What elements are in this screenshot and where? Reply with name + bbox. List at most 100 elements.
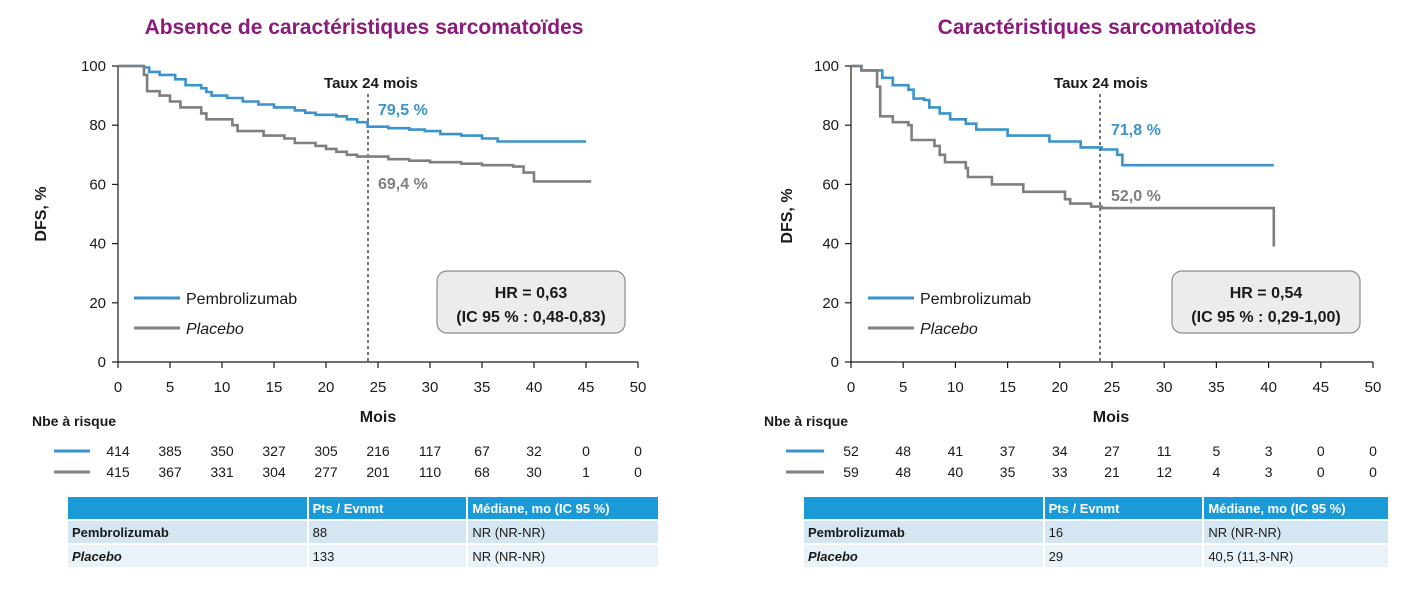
summary-table: Pts / Evnmt Médiane, mo (IC 95 %) Pembro… [804,497,1390,567]
risk-value: 12 [1156,464,1172,480]
risk-value: 35 [1000,464,1016,480]
risk-value: 0 [634,464,642,480]
hr-box-frame [436,270,626,334]
legend-label-placebo: Placebo [186,321,244,338]
risk-value: 304 [262,464,286,480]
x-tick-label: 20 [1051,379,1068,396]
x-tick-label: 35 [1208,379,1225,396]
summary-cell-events: 133 [307,543,469,567]
summary-header-median: Médiane, mo (IC 95 %) [1203,497,1390,520]
risk-rows: 414 385 350 327 305 216 117 67 32 0 0 415 367 331 304 2… [106,443,642,480]
risk-value: 385 [158,443,182,459]
risk-value: 59 [843,464,859,480]
x-tick-label: 0 [114,379,122,396]
panel-no-sarcomatoid: Absence de caractéristiques sarcomatoïde… [32,16,660,567]
risk-value: 327 [262,443,286,459]
y-tick-label: 0 [831,354,839,371]
placebo-rate-label: 69,4 % [378,176,428,193]
hr-box: HR = 0,54 (IC 95 % : 0,29-1,00) [1171,270,1361,334]
x-tick-label: 45 [578,379,595,396]
risk-value: 367 [158,464,182,480]
y-tick-label: 60 [89,176,106,193]
x-ticks: 0 5 10 15 20 25 30 35 40 45 50 [847,362,1382,396]
summary-header-group [804,497,1045,520]
legend: Pembrolizumab Placebo [868,291,1031,338]
risk-value: 52 [843,443,859,459]
risk-value: 5 [1213,443,1221,459]
panel-sarcomatoid: Caractéristiques sarcomatoïdes 0 5 10 15 20 2… [708,0,1416,600]
risk-value: 216 [366,443,390,459]
landmark-label: Taux 24 mois [1054,75,1148,92]
risk-value: 277 [314,464,338,480]
summary-header-events: Pts / Evnmt [1043,497,1205,520]
y-tick-label: 40 [89,236,106,253]
x-tick-label: 25 [1104,379,1121,396]
y-tick-label: 80 [822,117,839,134]
risk-value: 32 [526,443,542,459]
risk-value: 21 [1104,464,1120,480]
summary-header-row: Pts / Evnmt Médiane, mo (IC 95 %) [68,497,660,520]
summary-row-pembrolizumab: Pembrolizumab 88 NR (NR-NR) [68,519,660,544]
summary-header-events: Pts / Evnmt [307,497,469,520]
summary-row-placebo: Placebo 29 40,5 (11,3-NR) [804,543,1390,567]
summary-cell-median: NR (NR-NR) [467,519,660,544]
x-tick-label: 40 [1260,379,1277,396]
risk-table-title: Nbe à risque [32,413,116,429]
risk-value: 68 [474,464,490,480]
risk-value: 33 [1052,464,1068,480]
risk-value: 30 [526,464,542,480]
km-curves [851,64,1276,247]
pembrolizumab-rate-label: 79,5 % [378,102,428,119]
y-ticks: 0 20 40 60 80 100 [81,58,118,371]
risk-value: 305 [314,443,338,459]
km-curve-pembrolizumab [118,64,586,143]
risk-value: 4 [1213,464,1221,480]
summary-cell-events: 29 [1043,543,1205,567]
x-tick-label: 15 [266,379,283,396]
summary-cell-group: Placebo [68,543,309,567]
hr-box-frame [1171,270,1361,334]
risk-value: 67 [474,443,490,459]
landmark-label: Taux 24 mois [324,75,418,92]
summary-row-pembrolizumab: Pembrolizumab 16 NR (NR-NR) [804,519,1390,544]
km-chart: Caractéristiques sarcomatoïdes 0 5 10 15 20 2… [764,16,1382,480]
y-tick-label: 100 [81,58,106,75]
y-tick-label: 20 [89,295,106,312]
summary-header-median: Médiane, mo (IC 95 %) [467,497,660,520]
risk-value: 37 [1000,443,1016,459]
risk-value: 331 [210,464,234,480]
x-tick-label: 10 [947,379,964,396]
chart-title: Absence de caractéristiques sarcomatoïde… [145,16,584,39]
summary-header-row: Pts / Evnmt Médiane, mo (IC 95 %) [804,497,1390,520]
risk-value: 0 [1317,464,1325,480]
summary-row-placebo: Placebo 133 NR (NR-NR) [68,543,660,567]
y-axis-label: DFS, % [779,188,796,243]
x-tick-label: 30 [422,379,439,396]
risk-table: 52 48 41 37 34 27 11 5 3 0 0 59 48 40 35 33 21 12 4 3 0 0 [786,443,1377,480]
risk-value: 0 [1317,443,1325,459]
risk-value: 350 [210,443,234,459]
y-tick-label: 0 [98,354,106,371]
km-curve-placebo [851,64,1276,247]
x-tick-label: 10 [214,379,231,396]
km-chart: Absence de caractéristiques sarcomatoïde… [32,16,646,480]
summary-cell-median: 40,5 (11,3-NR) [1203,543,1390,567]
risk-table-title: Nbe à risque [764,413,848,429]
risk-value: 48 [895,464,911,480]
risk-rows: 52 48 41 37 34 27 11 5 3 0 0 59 48 40 35 33 21 12 4 3 0 0 [843,443,1377,480]
summary-cell-group: Placebo [804,543,1045,567]
summary-cell-events: 16 [1043,519,1205,544]
risk-value: 48 [895,443,911,459]
legend: Pembrolizumab Placebo [134,291,297,338]
risk-value: 0 [1369,464,1377,480]
x-tick-label: 20 [318,379,335,396]
y-tick-label: 60 [822,176,839,193]
risk-value: 0 [582,443,590,459]
x-tick-label: 40 [526,379,543,396]
x-tick-label: 25 [370,379,387,396]
risk-value: 1 [582,464,590,480]
risk-value: 3 [1265,464,1273,480]
x-tick-label: 50 [1365,379,1382,396]
hr-value: HR = 0,54 [1230,285,1303,302]
x-tick-label: 35 [474,379,491,396]
